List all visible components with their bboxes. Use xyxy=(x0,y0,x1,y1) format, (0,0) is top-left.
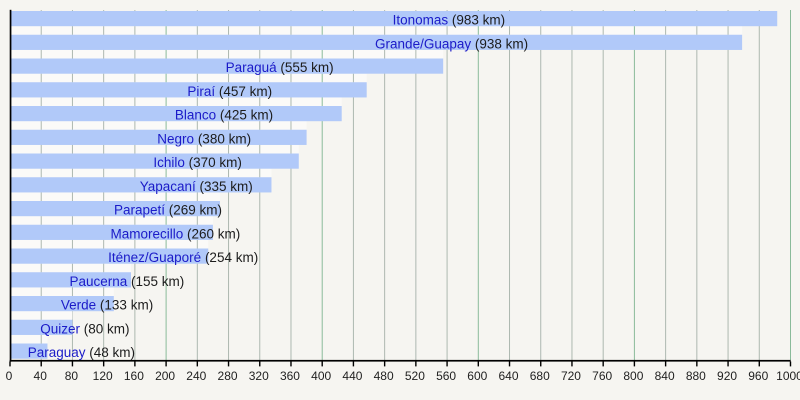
svg-text:240: 240 xyxy=(186,369,206,383)
svg-text:920: 920 xyxy=(717,369,737,383)
svg-text:Negro (380 km): Negro (380 km) xyxy=(157,131,251,146)
svg-text:200: 200 xyxy=(155,369,175,383)
svg-text:280: 280 xyxy=(218,369,238,383)
svg-text:Verde (133 km): Verde (133 km) xyxy=(61,298,153,313)
svg-text:120: 120 xyxy=(93,369,113,383)
svg-text:440: 440 xyxy=(342,369,362,383)
svg-text:600: 600 xyxy=(467,369,487,383)
svg-text:80: 80 xyxy=(65,369,79,383)
svg-text:800: 800 xyxy=(623,369,643,383)
svg-text:Iténez/Guaporé (254 km): Iténez/Guaporé (254 km) xyxy=(108,250,258,265)
svg-text:Ichilo (370 km): Ichilo (370 km) xyxy=(153,155,242,170)
svg-text:760: 760 xyxy=(592,369,612,383)
svg-text:160: 160 xyxy=(124,369,144,383)
svg-text:Piraí (457 km): Piraí (457 km) xyxy=(187,84,272,99)
svg-text:480: 480 xyxy=(374,369,394,383)
svg-text:560: 560 xyxy=(436,369,456,383)
svg-text:520: 520 xyxy=(405,369,425,383)
svg-text:960: 960 xyxy=(748,369,768,383)
svg-text:Paraguá (555 km): Paraguá (555 km) xyxy=(226,60,334,75)
svg-text:Paraguay (48 km): Paraguay (48 km) xyxy=(28,345,135,360)
svg-text:Itonomas (983 km): Itonomas (983 km) xyxy=(393,13,506,28)
svg-text:Yapacaní (335 km): Yapacaní (335 km) xyxy=(140,179,253,194)
svg-text:720: 720 xyxy=(561,369,581,383)
svg-text:Parapetí (269 km): Parapetí (269 km) xyxy=(114,203,222,218)
svg-text:840: 840 xyxy=(655,369,675,383)
svg-text:1000: 1000 xyxy=(776,369,800,383)
svg-text:880: 880 xyxy=(686,369,706,383)
svg-text:Quizer (80 km): Quizer (80 km) xyxy=(40,321,129,336)
svg-text:Blanco (425 km): Blanco (425 km) xyxy=(175,108,273,123)
svg-text:Paucerna (155 km): Paucerna (155 km) xyxy=(69,274,184,289)
svg-text:640: 640 xyxy=(499,369,519,383)
svg-text:400: 400 xyxy=(311,369,331,383)
svg-text:360: 360 xyxy=(280,369,300,383)
svg-text:320: 320 xyxy=(249,369,269,383)
svg-text:Mamorecillo (260 km): Mamorecillo (260 km) xyxy=(110,226,240,241)
svg-text:40: 40 xyxy=(34,369,48,383)
svg-text:680: 680 xyxy=(530,369,550,383)
svg-text:Grande/Guapay (938 km): Grande/Guapay (938 km) xyxy=(375,36,528,51)
svg-text:0: 0 xyxy=(6,369,13,383)
